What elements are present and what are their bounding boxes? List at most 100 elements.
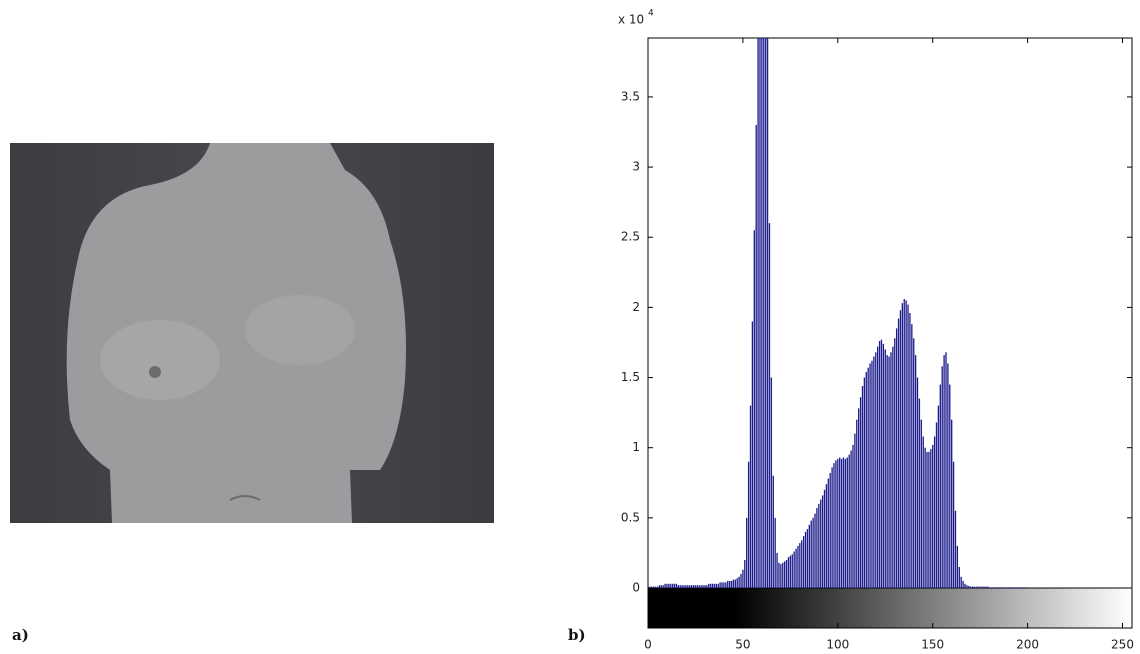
bar — [789, 555, 792, 588]
bar — [728, 580, 731, 588]
bar — [814, 513, 816, 588]
bar — [970, 586, 972, 588]
bar — [673, 583, 676, 588]
x-tick-label: 200 — [1016, 638, 1039, 652]
bar — [935, 422, 938, 588]
bar — [723, 582, 725, 588]
bar — [681, 585, 683, 588]
bar — [768, 223, 771, 588]
bar — [901, 303, 904, 588]
bar — [869, 363, 871, 588]
bar — [715, 583, 717, 588]
bar — [846, 457, 848, 588]
bar — [702, 585, 704, 588]
bar — [1013, 587, 1015, 588]
bar — [918, 398, 921, 588]
bar — [763, 38, 765, 588]
bar — [787, 557, 790, 588]
bar — [797, 545, 799, 588]
bar — [808, 524, 810, 588]
bar — [679, 585, 681, 588]
bar — [820, 499, 822, 588]
bar — [998, 587, 1000, 588]
bar — [968, 585, 970, 588]
bar — [666, 583, 668, 588]
bar — [706, 585, 708, 588]
bar — [964, 583, 966, 588]
bar — [785, 559, 788, 588]
bar — [863, 377, 866, 588]
bar — [727, 580, 729, 588]
bar — [744, 559, 746, 588]
y-multiplier-exponent: 4 — [648, 9, 654, 19]
bar — [738, 576, 740, 588]
bar — [670, 583, 672, 588]
bar — [662, 585, 664, 588]
bar — [890, 352, 892, 588]
bar — [947, 363, 949, 588]
bar — [802, 536, 805, 588]
x-tick-label: 50 — [735, 638, 750, 652]
bar — [776, 552, 778, 588]
bar — [975, 586, 978, 588]
bar — [700, 585, 702, 588]
bar — [1023, 587, 1025, 588]
bar — [821, 495, 824, 588]
bar — [654, 586, 657, 588]
bar — [873, 356, 875, 588]
bar — [892, 346, 894, 588]
bar — [734, 579, 736, 588]
bar — [664, 583, 666, 588]
bar — [992, 587, 995, 588]
bar — [833, 463, 835, 588]
bar — [951, 419, 953, 588]
bar — [871, 360, 873, 588]
bar — [920, 419, 922, 588]
bar — [837, 458, 839, 588]
bar — [708, 583, 710, 588]
bar — [806, 529, 809, 588]
bar — [1019, 587, 1021, 588]
bar — [672, 583, 674, 588]
bars — [648, 38, 1027, 588]
bar — [740, 573, 742, 588]
bar — [913, 338, 915, 588]
bar — [939, 384, 941, 588]
bar — [882, 343, 885, 588]
bar — [990, 587, 993, 588]
bar — [747, 461, 750, 588]
bar — [698, 585, 700, 588]
bar — [905, 300, 907, 588]
bar — [736, 578, 738, 588]
bar — [852, 444, 854, 588]
bar — [983, 586, 985, 588]
bar — [914, 355, 917, 588]
bar — [810, 520, 812, 588]
bar — [1004, 587, 1006, 588]
bar — [793, 551, 795, 588]
bar — [812, 517, 814, 588]
bar — [848, 454, 850, 588]
bar — [878, 341, 881, 588]
bar — [941, 366, 943, 588]
bar — [757, 38, 759, 588]
bar — [780, 564, 782, 588]
bar — [930, 449, 932, 588]
bar — [987, 586, 989, 588]
bar — [907, 304, 909, 588]
bar — [829, 472, 831, 588]
bar — [867, 367, 869, 588]
bar — [696, 585, 699, 588]
bar — [876, 346, 879, 588]
bar — [660, 585, 662, 588]
bar — [690, 585, 693, 588]
bar — [850, 450, 852, 588]
axes-frame — [647, 37, 1133, 629]
bar — [922, 436, 924, 588]
bar — [801, 540, 803, 588]
bar — [844, 458, 847, 588]
bar — [943, 355, 945, 588]
bar — [725, 582, 727, 588]
bar — [899, 310, 902, 588]
bar — [694, 585, 697, 588]
